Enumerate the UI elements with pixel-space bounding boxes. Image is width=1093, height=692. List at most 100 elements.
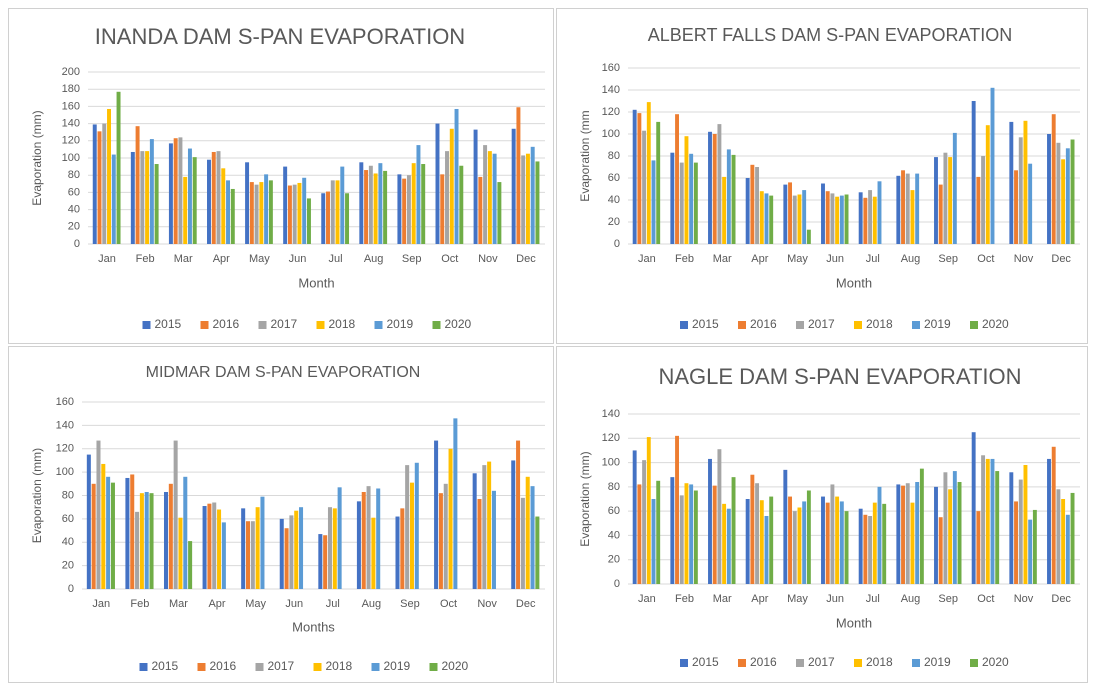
bar [877, 181, 882, 244]
x-tick-label: May [787, 253, 808, 265]
bar [844, 511, 849, 584]
legend-label: 2015 [152, 659, 179, 673]
bar [535, 516, 540, 589]
y-tick-label: 200 [62, 66, 80, 78]
bar [183, 176, 188, 244]
bar [245, 521, 251, 589]
legend-label: 2017 [268, 659, 295, 673]
panel-border [8, 8, 554, 344]
bar [91, 483, 96, 589]
y-tick-label: 40 [68, 204, 80, 216]
bar [943, 152, 948, 244]
bar [492, 153, 497, 244]
x-axis-label: Month [836, 615, 872, 630]
bar [289, 515, 294, 589]
bar [454, 108, 459, 244]
bar [693, 490, 698, 584]
x-tick-label: Sep [938, 253, 958, 265]
x-tick-label: Jan [92, 598, 110, 610]
bar [844, 194, 849, 244]
bar [1018, 479, 1023, 584]
x-tick-label: Oct [440, 598, 457, 610]
legend-label: 2020 [445, 317, 472, 331]
legend-label: 2015 [155, 317, 182, 331]
legend-swatch [912, 321, 920, 329]
legend-swatch [313, 663, 322, 671]
bar [1070, 139, 1075, 244]
y-tick-label: 120 [602, 106, 620, 118]
bar [149, 493, 154, 589]
legend-label: 2019 [924, 655, 951, 669]
bar [368, 165, 373, 244]
bar [821, 496, 825, 584]
y-tick-label: 60 [62, 513, 74, 525]
x-tick-label: Nov [477, 598, 497, 610]
bar [830, 484, 835, 584]
bar [783, 184, 788, 244]
x-tick-label: Apr [751, 253, 768, 265]
bar [910, 502, 915, 584]
y-axis-label: Evaporation (mm) [578, 451, 592, 546]
bar [872, 502, 877, 584]
bar [797, 194, 802, 244]
y-tick-label: 140 [62, 118, 80, 130]
y-axis-label: Evaporation (mm) [30, 448, 44, 543]
bar [173, 138, 178, 244]
bar [1047, 134, 1051, 244]
bar [511, 128, 516, 244]
y-tick-label: 160 [62, 100, 80, 112]
bar [371, 517, 376, 589]
y-tick-label: 40 [608, 194, 620, 206]
bar [726, 149, 731, 244]
bar [670, 152, 675, 244]
bar [478, 176, 483, 244]
bar [525, 153, 530, 244]
bar [110, 482, 115, 589]
bar [745, 499, 750, 584]
bar [1065, 514, 1070, 584]
bar [221, 168, 226, 244]
bar [406, 175, 411, 244]
legend-swatch [854, 321, 862, 329]
x-tick-label: Jul [866, 593, 880, 605]
y-tick-label: 120 [602, 432, 620, 444]
bar [97, 131, 102, 244]
bar [632, 450, 637, 584]
bar [327, 507, 332, 589]
bar [473, 129, 478, 244]
bar [299, 507, 304, 589]
bar [1056, 142, 1061, 244]
bar [679, 495, 684, 584]
bar [679, 162, 684, 244]
y-tick-label: 80 [68, 169, 80, 181]
y-tick-label: 20 [608, 554, 620, 566]
bar [130, 151, 135, 244]
legend-label: 2015 [692, 655, 719, 669]
legend-swatch [255, 663, 264, 671]
legend-label: 2016 [750, 655, 777, 669]
bar [173, 440, 178, 589]
panel-border [8, 346, 554, 683]
bar [858, 192, 863, 244]
bar [717, 449, 722, 584]
y-tick-label: 140 [602, 84, 620, 96]
bar [520, 497, 525, 589]
bar [882, 503, 887, 584]
x-tick-label: Sep [402, 253, 422, 265]
legend-label: 2016 [750, 317, 777, 331]
bar [254, 184, 259, 244]
bar [207, 503, 212, 589]
y-tick-label: 20 [608, 216, 620, 228]
x-tick-label: Jul [326, 598, 340, 610]
bar [337, 487, 342, 589]
bar [448, 448, 453, 589]
legend-swatch [912, 659, 920, 667]
x-tick-label: Oct [977, 593, 994, 605]
legend-label: 2018 [329, 317, 356, 331]
x-tick-label: May [245, 598, 266, 610]
bar [1051, 114, 1056, 244]
x-tick-label: Feb [136, 253, 155, 265]
x-tick-label: Jun [285, 598, 303, 610]
bar [139, 493, 144, 589]
bar [414, 462, 419, 589]
